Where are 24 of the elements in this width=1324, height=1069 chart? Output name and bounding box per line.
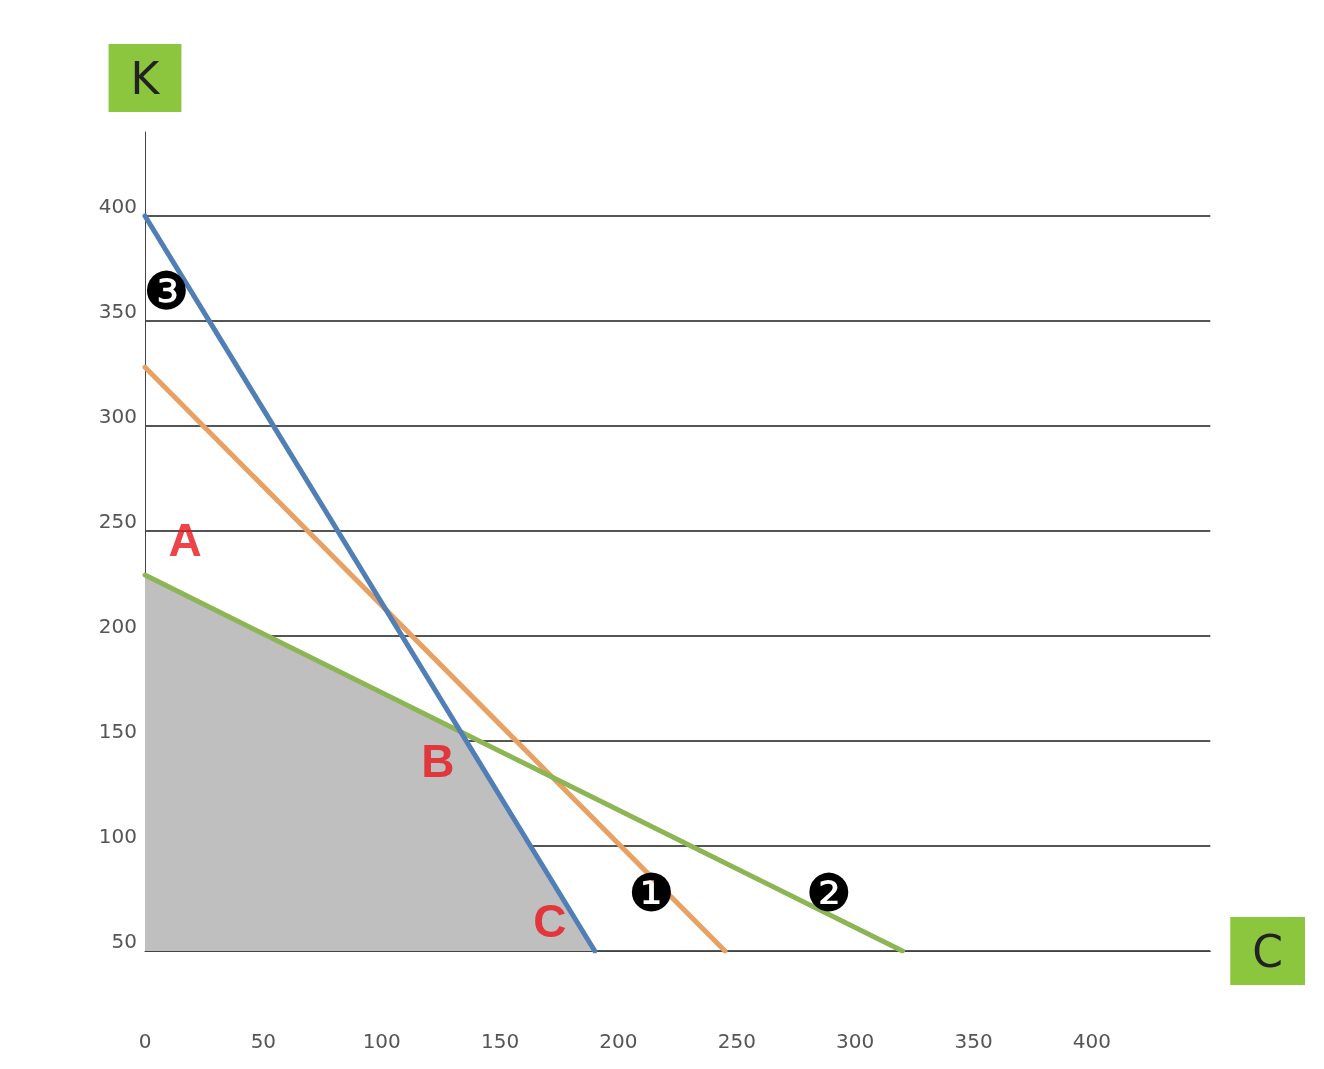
series-label: ❶ bbox=[627, 863, 675, 923]
y-tick-label: 250 bbox=[98, 509, 137, 533]
annotation: C bbox=[533, 895, 567, 947]
annotation: B bbox=[421, 734, 455, 787]
x-tick-label: 250 bbox=[717, 1029, 756, 1053]
y-tick-label: 150 bbox=[98, 719, 137, 743]
x-tick-label: 300 bbox=[836, 1029, 875, 1053]
x-tick-label: 100 bbox=[362, 1029, 401, 1053]
series-label: ❸ bbox=[143, 261, 190, 321]
y-tick-label: 350 bbox=[98, 299, 137, 323]
x-tick-label: 350 bbox=[954, 1029, 993, 1053]
y-tick-label: 300 bbox=[98, 404, 137, 428]
y-tick-label: 100 bbox=[98, 824, 137, 848]
y-tick-label: 400 bbox=[98, 194, 137, 218]
x-tick-label: 50 bbox=[250, 1029, 277, 1053]
x-axis-title: C bbox=[1252, 925, 1284, 977]
y-tick-label: 200 bbox=[98, 614, 137, 638]
x-tick-label: 400 bbox=[1072, 1029, 1112, 1053]
y-tick-label: 50 bbox=[111, 929, 137, 953]
y-axis-title: K bbox=[130, 52, 161, 104]
x-tick-label: 0 bbox=[138, 1029, 152, 1053]
series-label: ❷ bbox=[805, 863, 853, 923]
x-tick-label: 150 bbox=[481, 1029, 520, 1053]
x-tick-label: 200 bbox=[599, 1029, 638, 1053]
